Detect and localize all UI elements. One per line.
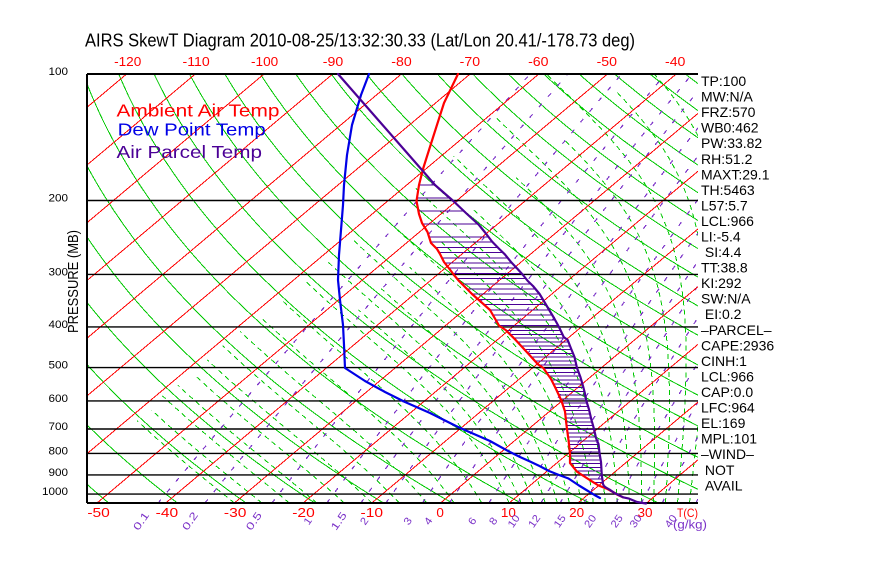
svg-text:500: 500	[49, 360, 69, 372]
svg-text:-90: -90	[323, 54, 343, 69]
svg-text:600: 600	[49, 393, 69, 405]
svg-text:0: 0	[436, 505, 444, 520]
svg-text:CAP:0.0: CAP:0.0	[701, 384, 753, 400]
svg-text:PW:33.82: PW:33.82	[701, 135, 762, 151]
svg-text:KI:292: KI:292	[701, 275, 742, 291]
svg-text:-20: -20	[292, 505, 315, 520]
svg-text:-50: -50	[87, 505, 110, 520]
svg-text:TP:100: TP:100	[701, 73, 746, 89]
svg-text:AIRS SkewT Diagram 2010-08-25/: AIRS SkewT Diagram 2010-08-25/13:32:30.3…	[85, 30, 635, 51]
svg-text:–PARCEL–: –PARCEL–	[701, 322, 772, 338]
svg-text:LI:-5.4: LI:-5.4	[701, 229, 741, 245]
svg-text:MPL:101: MPL:101	[701, 431, 757, 447]
svg-text:-10: -10	[361, 505, 384, 520]
svg-text:900: 900	[49, 467, 69, 479]
svg-text:MAXT:29.1: MAXT:29.1	[701, 166, 770, 182]
svg-text:700: 700	[49, 421, 69, 433]
svg-text:LCL:966: LCL:966	[701, 213, 754, 229]
svg-text:L57:5.7: L57:5.7	[701, 197, 748, 213]
svg-text:TT:38.8: TT:38.8	[701, 260, 748, 276]
svg-text:400: 400	[49, 319, 69, 331]
svg-text:Ambient Air Temp: Ambient Air Temp	[117, 101, 280, 121]
svg-text:-120: -120	[114, 54, 141, 69]
svg-text:(g/kg): (g/kg)	[673, 520, 707, 532]
svg-text:-100: -100	[251, 54, 278, 69]
svg-text:LCL:966: LCL:966	[701, 368, 754, 384]
svg-text:EI:0.2: EI:0.2	[701, 306, 742, 322]
svg-text:-70: -70	[460, 54, 480, 69]
svg-text:1000: 1000	[42, 486, 68, 498]
svg-text:PRESSURE (MB): PRESSURE (MB)	[65, 230, 82, 333]
svg-text:NOT: NOT	[701, 462, 735, 478]
svg-text:-50: -50	[597, 54, 617, 69]
svg-text:100: 100	[49, 66, 69, 78]
svg-text:AVAIL: AVAIL	[701, 477, 743, 493]
svg-text:–WIND–: –WIND–	[701, 446, 754, 462]
svg-text:-40: -40	[156, 505, 179, 520]
svg-text:EL:169: EL:169	[701, 415, 746, 431]
svg-text:800: 800	[49, 445, 69, 457]
svg-text:TH:5463: TH:5463	[701, 182, 755, 198]
svg-text:300: 300	[49, 266, 69, 278]
svg-text:Air Parcel Temp: Air Parcel Temp	[117, 142, 263, 162]
svg-text:SI:4.4: SI:4.4	[701, 244, 742, 260]
svg-text:30: 30	[638, 505, 653, 520]
svg-text:-110: -110	[183, 54, 210, 69]
svg-text:FRZ:570: FRZ:570	[701, 104, 756, 120]
svg-text:Dew Point Temp: Dew Point Temp	[118, 120, 266, 140]
svg-text:-40: -40	[665, 54, 685, 69]
svg-text:T(C): T(C)	[677, 506, 698, 520]
svg-text:200: 200	[49, 193, 69, 205]
svg-text:CINH:1: CINH:1	[701, 353, 747, 369]
svg-text:LFC:964: LFC:964	[701, 400, 755, 416]
svg-text:10: 10	[501, 505, 516, 520]
svg-text:RH:51.2: RH:51.2	[701, 151, 753, 167]
svg-text:CAPE:2936: CAPE:2936	[701, 337, 774, 353]
svg-text:WB0:462: WB0:462	[701, 120, 759, 136]
svg-text:MW:N/A: MW:N/A	[701, 89, 754, 105]
svg-text:SW:N/A: SW:N/A	[701, 291, 751, 307]
svg-text:-60: -60	[528, 54, 548, 69]
svg-text:20: 20	[569, 505, 584, 520]
svg-text:-80: -80	[391, 54, 411, 69]
svg-text:-30: -30	[224, 505, 247, 520]
